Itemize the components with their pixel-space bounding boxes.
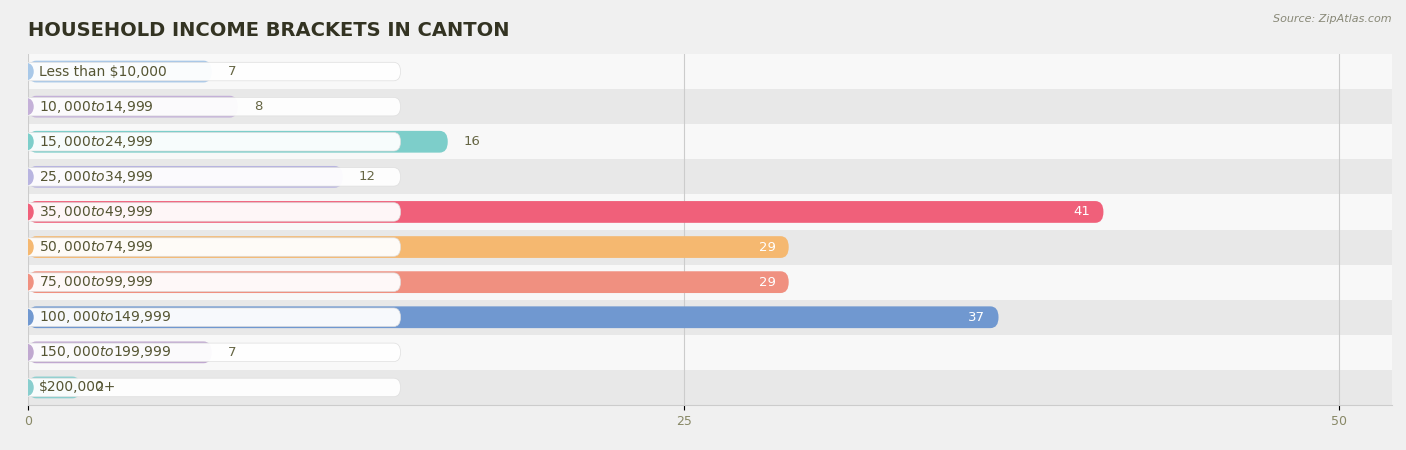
Text: 16: 16: [464, 135, 481, 148]
FancyBboxPatch shape: [28, 342, 212, 363]
Text: HOUSEHOLD INCOME BRACKETS IN CANTON: HOUSEHOLD INCOME BRACKETS IN CANTON: [28, 21, 509, 40]
FancyBboxPatch shape: [20, 62, 401, 81]
Bar: [28, 335, 1392, 370]
Bar: [28, 194, 1392, 230]
Circle shape: [21, 345, 32, 360]
Text: $150,000 to $199,999: $150,000 to $199,999: [39, 344, 172, 360]
Text: $35,000 to $49,999: $35,000 to $49,999: [39, 204, 155, 220]
FancyBboxPatch shape: [20, 238, 401, 256]
FancyBboxPatch shape: [28, 96, 238, 117]
Text: 29: 29: [759, 276, 776, 288]
Text: $200,000+: $200,000+: [39, 380, 117, 395]
FancyBboxPatch shape: [20, 167, 401, 186]
Text: 7: 7: [228, 346, 236, 359]
Circle shape: [21, 64, 32, 79]
FancyBboxPatch shape: [28, 306, 998, 328]
FancyBboxPatch shape: [28, 236, 789, 258]
Text: $75,000 to $99,999: $75,000 to $99,999: [39, 274, 155, 290]
Text: $50,000 to $74,999: $50,000 to $74,999: [39, 239, 155, 255]
FancyBboxPatch shape: [20, 343, 401, 362]
Bar: [28, 265, 1392, 300]
Circle shape: [21, 169, 32, 184]
Bar: [28, 300, 1392, 335]
FancyBboxPatch shape: [20, 132, 401, 151]
Circle shape: [21, 274, 32, 290]
Text: Source: ZipAtlas.com: Source: ZipAtlas.com: [1274, 14, 1392, 23]
Text: $10,000 to $14,999: $10,000 to $14,999: [39, 99, 155, 115]
Bar: [28, 54, 1392, 89]
FancyBboxPatch shape: [20, 273, 401, 292]
FancyBboxPatch shape: [20, 202, 401, 221]
Text: $25,000 to $34,999: $25,000 to $34,999: [39, 169, 155, 185]
Text: 8: 8: [253, 100, 262, 113]
FancyBboxPatch shape: [28, 131, 447, 153]
Circle shape: [21, 239, 32, 255]
FancyBboxPatch shape: [28, 61, 212, 82]
FancyBboxPatch shape: [28, 271, 789, 293]
Text: 12: 12: [359, 171, 375, 183]
FancyBboxPatch shape: [20, 308, 401, 327]
Bar: [28, 89, 1392, 124]
Text: Less than $10,000: Less than $10,000: [39, 64, 167, 79]
Circle shape: [21, 310, 32, 325]
Bar: [28, 370, 1392, 405]
Circle shape: [21, 380, 32, 395]
FancyBboxPatch shape: [28, 377, 80, 398]
Circle shape: [21, 99, 32, 114]
Bar: [28, 230, 1392, 265]
FancyBboxPatch shape: [20, 378, 401, 397]
Circle shape: [21, 134, 32, 149]
FancyBboxPatch shape: [28, 166, 343, 188]
Text: $15,000 to $24,999: $15,000 to $24,999: [39, 134, 155, 150]
Text: 41: 41: [1073, 206, 1090, 218]
Bar: [28, 124, 1392, 159]
Text: $100,000 to $149,999: $100,000 to $149,999: [39, 309, 172, 325]
FancyBboxPatch shape: [28, 201, 1104, 223]
Bar: [28, 159, 1392, 194]
Text: 2: 2: [97, 381, 105, 394]
FancyBboxPatch shape: [20, 97, 401, 116]
Circle shape: [21, 204, 32, 220]
Text: 29: 29: [759, 241, 776, 253]
Text: 37: 37: [969, 311, 986, 324]
Text: 7: 7: [228, 65, 236, 78]
